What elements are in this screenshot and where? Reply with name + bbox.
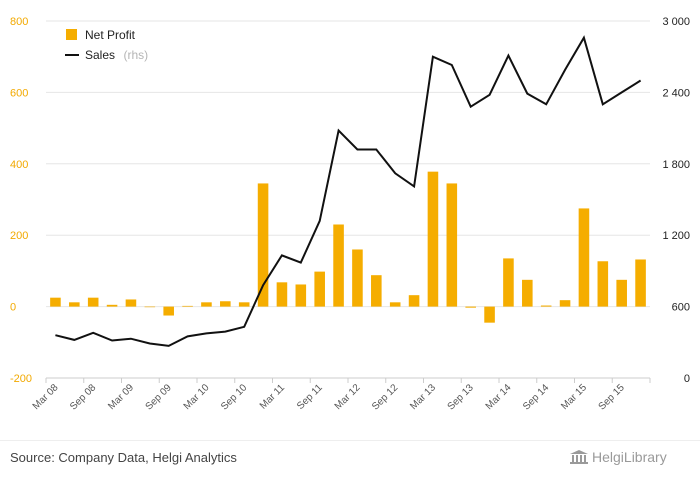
net-profit-bar [616,279,627,307]
net-profit-bar [257,183,269,307]
net-profit-bar [182,305,193,307]
x-tick-label: Sep 14 [521,382,551,412]
x-tick-label: Mar 11 [258,382,288,412]
legend-sales-label: Sales (rhs) [85,46,148,63]
net-profit-bar [446,183,458,307]
net-profit-bar [484,306,495,323]
net-profit-bar [635,259,646,307]
right-tick-label: 3 000 [662,16,690,28]
footer-divider [0,440,700,441]
x-tick-label: Mar 12 [333,382,363,412]
net-profit-bar [125,299,137,307]
net-profit-bars [50,171,646,323]
x-tick-label: Sep 08 [68,382,98,412]
legend-sales-name: Sales [85,48,115,62]
x-tick-label: Sep 09 [144,382,174,412]
net-profit-bar [427,171,439,307]
net-profit-bar [408,295,420,307]
right-tick-label: 0 [684,373,690,385]
legend-net-profit-swatch [66,29,77,40]
x-tick-label: Sep 10 [219,382,249,412]
x-tick-label: Sep 12 [370,382,400,412]
x-tick-label: Sep 13 [446,382,476,412]
net-profit-bar [50,297,61,307]
helgi-library-logo[interactable]: HelgiLibrary [570,449,667,465]
net-profit-bar [371,275,382,307]
x-tick-label: Mar 14 [484,382,514,412]
net-profit-bar [163,306,174,316]
right-axis: 0 600 1 200 1 800 2 400 3 000 [662,16,690,385]
left-tick-label: 400 [10,159,28,171]
gridlines [46,20,650,379]
net-profit-bar [522,279,533,307]
left-tick-label: 600 [10,87,28,99]
x-tick-label: Mar 13 [408,382,438,412]
net-profit-bar [238,302,250,307]
left-axis: -200 0 200 400 600 800 [10,16,32,385]
net-profit-bar [201,302,212,307]
net-profit-bar [559,300,571,307]
net-profit-bar [144,306,156,308]
left-tick-label: 0 [10,302,16,314]
right-tick-label: 600 [672,302,690,314]
net-profit-bar [69,302,80,307]
net-profit-bar [389,302,401,307]
x-tick-label: Sep 11 [295,382,325,412]
x-tick-label: Sep 15 [597,382,627,412]
legend: Net Profit Sales (rhs) [65,28,148,63]
legend-net-profit-label: Net Profit [85,28,136,42]
left-tick-label: 200 [10,230,28,242]
net-profit-bar [333,224,344,307]
left-tick-label: 800 [10,16,28,28]
x-tick-label: Mar 09 [106,382,136,412]
net-profit-bar [314,271,325,307]
sales-line [55,35,642,347]
net-profit-bar [352,249,363,307]
net-profit-bar [578,208,590,307]
x-tick-label: Mar 15 [559,382,589,412]
right-tick-label: 1 800 [662,159,690,171]
right-tick-label: 2 400 [662,87,690,99]
chart: -200 0 200 400 600 800 0 600 1 200 1 800 2 400 3 0… [10,16,690,413]
legend-sales-suffix: (rhs) [123,48,148,62]
net-profit-bar [106,304,118,307]
net-profit-bar [540,305,552,307]
x-tick-label: Mar 10 [182,382,212,412]
net-profit-bar [220,301,231,307]
net-profit-bar [503,258,514,307]
library-building-icon [570,450,588,464]
net-profit-bar [276,282,288,307]
x-axis: Mar 08 Sep 08 Mar 09 Sep 09 Mar 10 Sep 10 Mar … [31,378,651,413]
x-tick-label: Mar 08 [31,382,61,412]
source-note: Source: Company Data, Helgi Analytics [10,450,237,465]
logo-text: HelgiLibrary [592,449,667,465]
left-tick-label: -200 [10,373,32,385]
net-profit-bar [597,261,609,307]
net-profit-bar [295,284,307,307]
net-profit-bar [465,306,476,308]
net-profit-bar [87,297,99,307]
right-tick-label: 1 200 [662,230,690,242]
